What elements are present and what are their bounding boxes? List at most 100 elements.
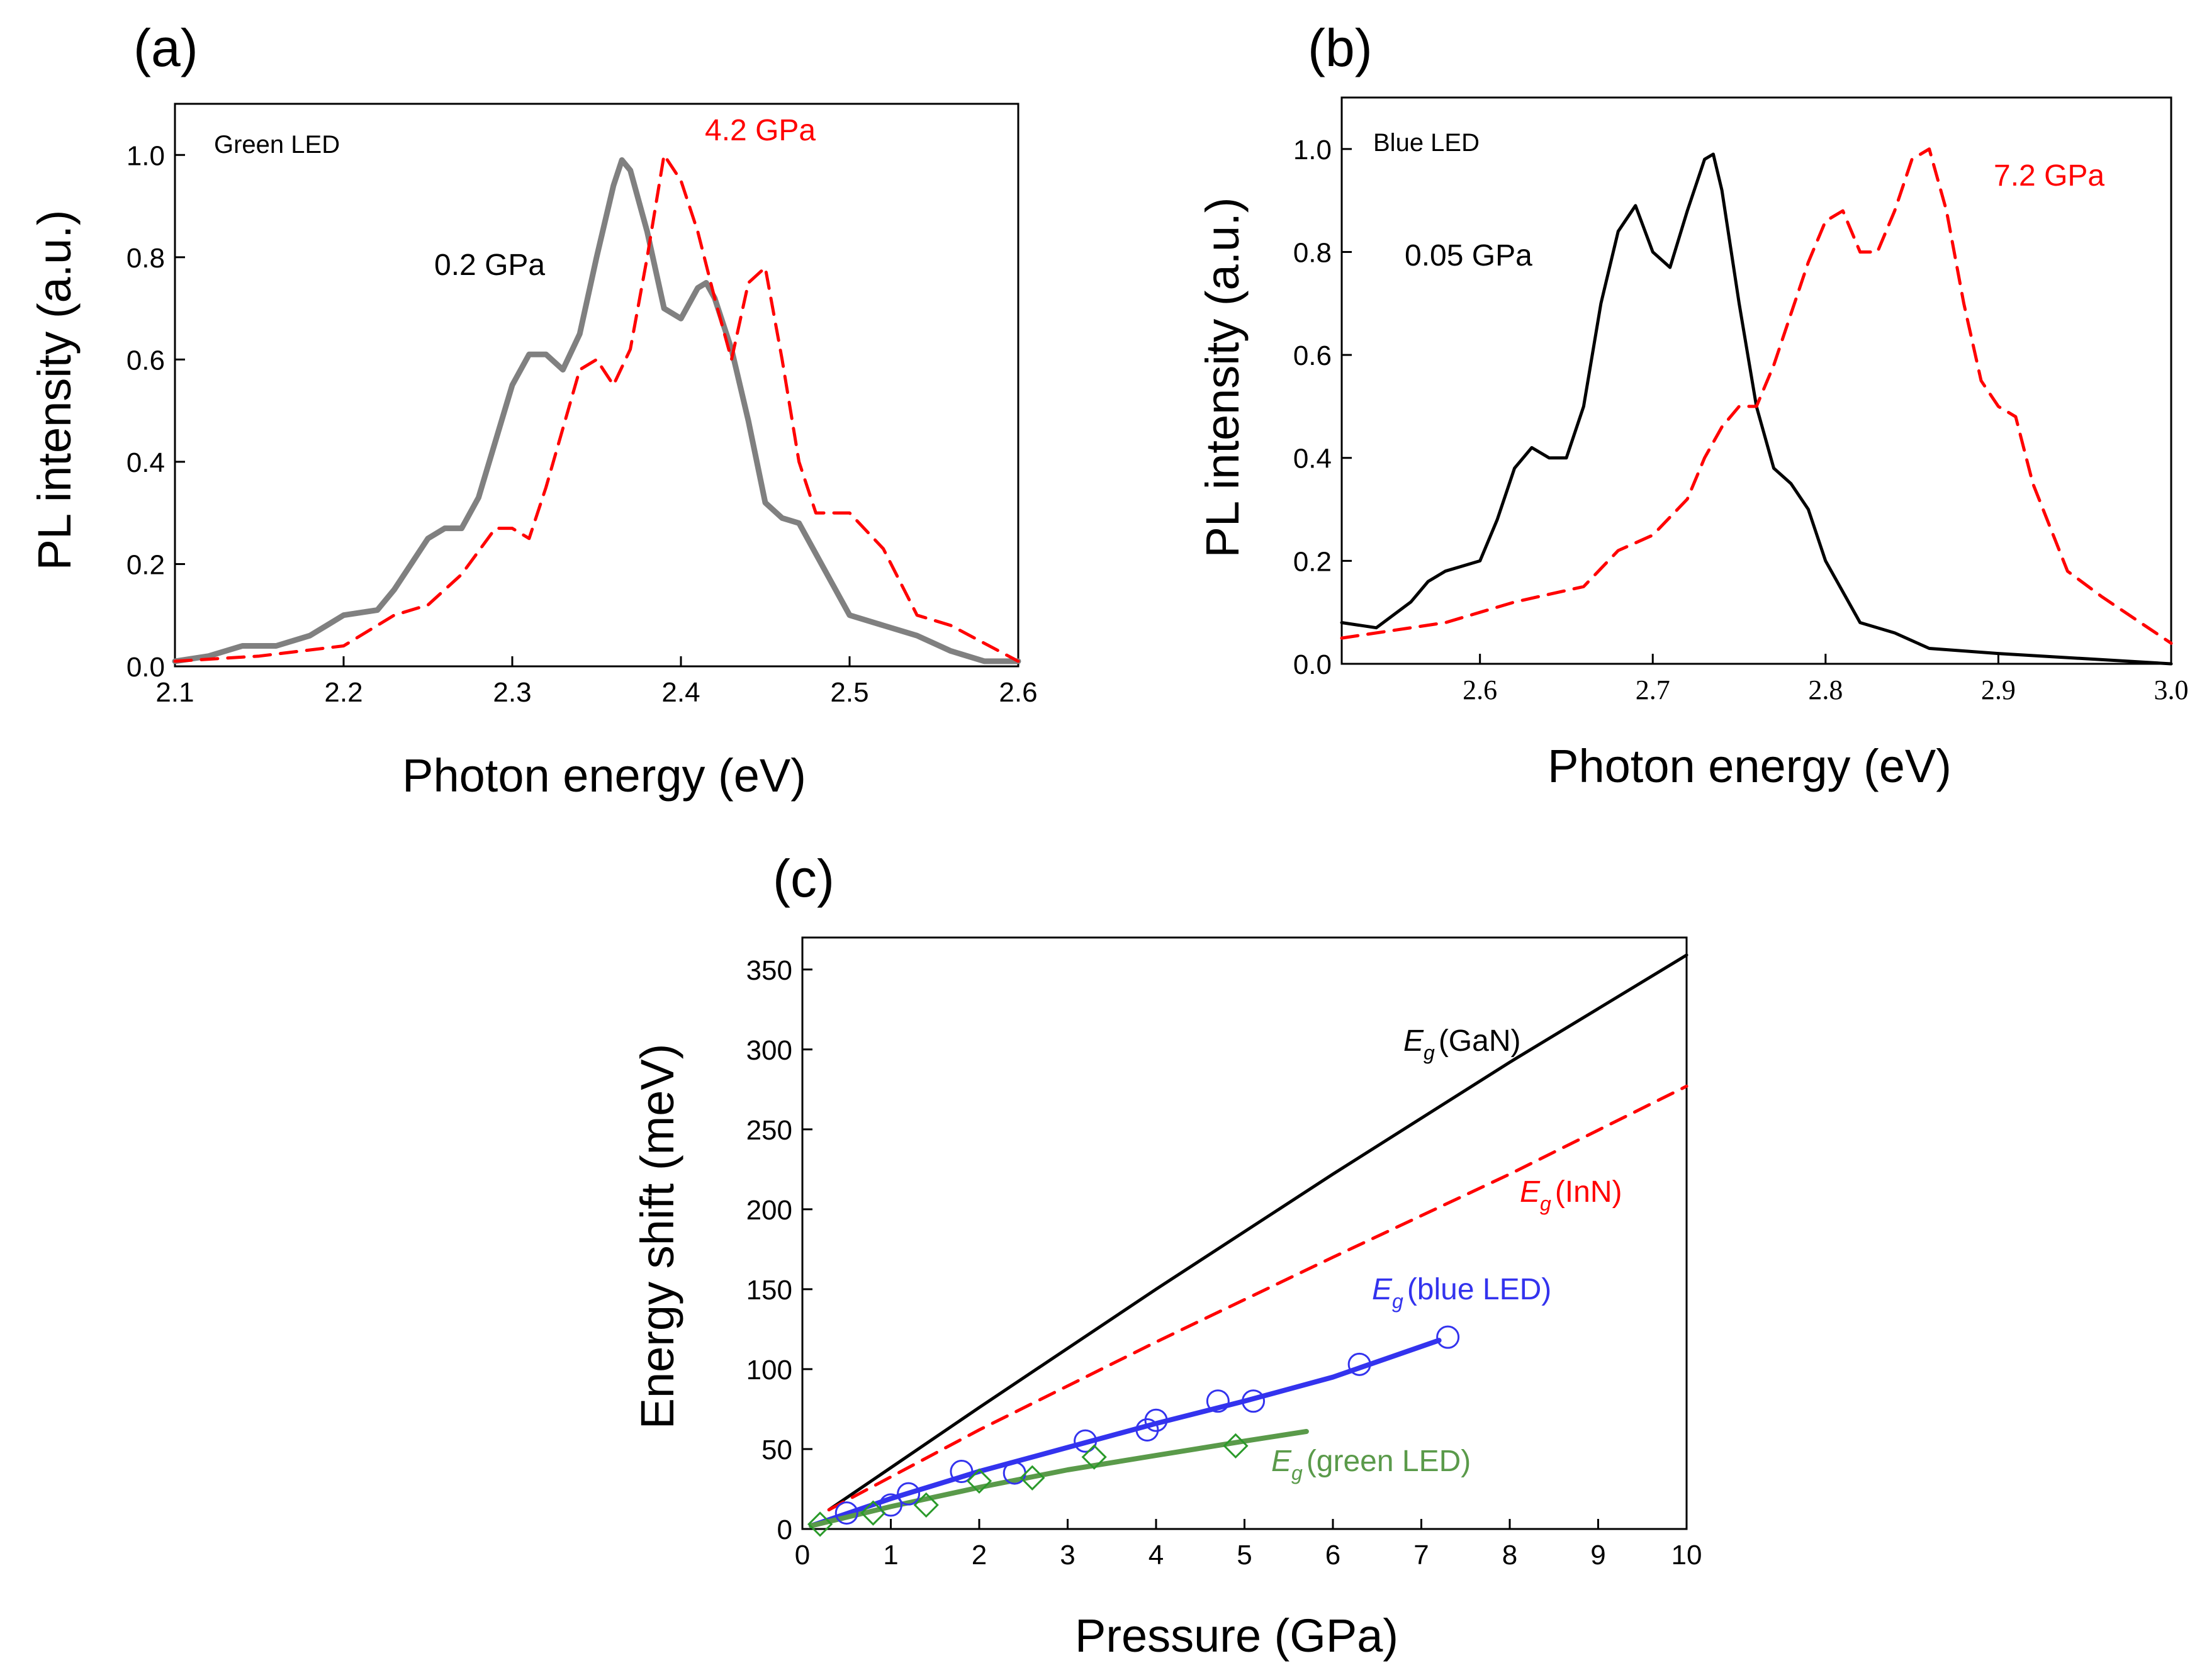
- panel-c-series: [809, 953, 1688, 1528]
- blue-led-data-point: [1347, 1352, 1371, 1376]
- series-line-c-1: [827, 1084, 1688, 1511]
- blue-led-data-point: [950, 1460, 974, 1484]
- series-line-a-0: [172, 157, 1021, 664]
- green-led-data-point: [807, 1511, 833, 1537]
- x-tick-label: 8: [1502, 1540, 1517, 1571]
- y-tick-label: 0.2: [1293, 546, 1332, 577]
- x-tick-label: 2.8: [1808, 675, 1843, 705]
- panel-a-label-4.2gpa: 4.2 GPa: [705, 114, 816, 147]
- panel-b-plot-frame: [1340, 96, 2172, 665]
- green-led-data-point: [1020, 1465, 1045, 1491]
- green-led-data-point: [1223, 1433, 1249, 1459]
- x-tick-label: 4: [1149, 1540, 1164, 1571]
- x-tick-label: 10: [1671, 1540, 1702, 1571]
- x-tick-label: 2.1: [155, 677, 194, 708]
- y-tick-label: 50: [761, 1435, 792, 1465]
- panel-a-series: [172, 153, 1021, 664]
- x-tick-label: 1: [883, 1540, 898, 1571]
- panel-a-label-0.2gpa: 0.2 GPa: [434, 249, 545, 282]
- y-tick-label: 0.8: [1293, 237, 1332, 268]
- x-tick-label: 2.5: [830, 677, 868, 708]
- x-tick-label: 2.6: [1463, 675, 1497, 705]
- series-line-b-0: [1340, 152, 2173, 666]
- panel-c-y-ticks: 0 50 100 150 200 250 300 350: [746, 955, 812, 1545]
- y-tick-label: 0.6: [126, 345, 165, 376]
- panel-b-x-axis-title: Photon energy (eV): [1548, 740, 1952, 792]
- series-line-b-1: [1340, 147, 2173, 645]
- panel-b: (b) Blue LED 0.05 GPa 7.2 GPa Photon ene…: [1196, 18, 2189, 792]
- panel-c-letter: (c): [773, 849, 834, 908]
- panel-b-series: [1340, 147, 2173, 666]
- series-line-c-3: [809, 1429, 1309, 1528]
- x-tick-label: 5: [1237, 1540, 1252, 1571]
- panel-b-label-7.2gpa: 7.2 GPa: [1994, 159, 2104, 193]
- series-line-c-0: [827, 953, 1688, 1511]
- x-tick-label: 7: [1413, 1540, 1429, 1571]
- green-led-data-point: [1081, 1444, 1107, 1470]
- x-tick-label: 2.9: [1981, 675, 2016, 705]
- y-tick-label: 250: [746, 1115, 792, 1146]
- blue-led-data-point: [1074, 1429, 1098, 1453]
- y-tick-label: 0.2: [126, 549, 165, 580]
- blue-led-data-point: [1206, 1389, 1230, 1413]
- panel-c-label-inn: Eg (InN): [1520, 1175, 1622, 1215]
- x-tick-label: 6: [1325, 1540, 1340, 1571]
- panel-b-x-ticks: 2.6 2.7 2.8 2.9 3.0: [1463, 654, 2189, 705]
- y-tick-label: 0: [777, 1515, 792, 1545]
- panel-c-x-ticks: 0 1 2 3 4 5 6 7 8 9 10: [795, 1519, 1702, 1571]
- panel-a-letter: (a): [133, 18, 198, 77]
- y-tick-label: 300: [746, 1035, 792, 1066]
- blue-led-data-point: [879, 1493, 902, 1517]
- x-tick-label: 2.7: [1636, 675, 1670, 705]
- panel-c-label-gan: Eg (GaN): [1403, 1024, 1520, 1064]
- x-tick-label: 2.3: [493, 677, 531, 708]
- panel-b-letter: (b): [1308, 18, 1373, 77]
- x-tick-label: 9: [1590, 1540, 1605, 1571]
- series-line-c-2: [809, 1338, 1442, 1528]
- y-tick-label: 100: [746, 1355, 792, 1386]
- blue-led-data-point: [897, 1482, 921, 1506]
- y-tick-label: 1.0: [1293, 135, 1332, 165]
- y-tick-label: 0.0: [126, 652, 165, 683]
- panel-c-label-blue-led: Eg (blue LED): [1372, 1273, 1551, 1313]
- y-tick-label: 200: [746, 1195, 792, 1226]
- green-led-data-point: [913, 1492, 939, 1518]
- panel-c-points: [807, 1325, 1460, 1537]
- x-tick-label: 2: [972, 1540, 987, 1571]
- panel-a-y-axis-title: PL intensity (a.u.): [28, 210, 81, 570]
- panel-b-y-axis-title: PL intensity (a.u.): [1196, 197, 1249, 557]
- series-line-a-1: [173, 153, 1020, 663]
- x-tick-label: 3.0: [2154, 675, 2189, 705]
- x-tick-label: 0: [795, 1540, 810, 1571]
- green-led-data-point: [966, 1468, 992, 1494]
- y-tick-label: 350: [746, 955, 792, 986]
- blue-led-data-point: [1242, 1389, 1266, 1413]
- panel-c-y-axis-title: Energy shift (meV): [631, 1044, 683, 1430]
- x-tick-label: 3: [1060, 1540, 1075, 1571]
- y-tick-label: 1.0: [126, 140, 165, 171]
- y-tick-label: 0.8: [126, 243, 165, 274]
- panel-a: (a) Green LED 0.2 GPa 4.2 GPa Photon ene…: [28, 18, 1038, 802]
- blue-led-data-point: [1436, 1325, 1460, 1349]
- panel-a-y-ticks: 0.0 0.2 0.4 0.6 0.8 1.0: [126, 140, 185, 683]
- x-tick-label: 2.6: [999, 677, 1037, 708]
- blue-led-data-point: [1144, 1408, 1168, 1432]
- panel-c-x-axis-title: Pressure (GPa): [1075, 1610, 1398, 1662]
- y-tick-label: 150: [746, 1275, 792, 1306]
- green-led-data-point: [860, 1500, 886, 1526]
- x-tick-label: 2.2: [324, 677, 362, 708]
- panel-a-plot-frame: [174, 103, 1020, 668]
- y-tick-label: 0.4: [126, 447, 165, 478]
- blue-led-data-point: [834, 1501, 858, 1525]
- panel-b-label-0.05gpa: 0.05 GPa: [1405, 239, 1532, 272]
- y-tick-label: 0.6: [1293, 340, 1332, 371]
- panel-a-legend-text: Green LED: [214, 131, 340, 159]
- x-tick-label: 2.4: [661, 677, 700, 708]
- panel-b-legend-text: Blue LED: [1373, 129, 1480, 157]
- y-tick-label: 0.4: [1293, 444, 1332, 474]
- panel-a-x-ticks: 2.1 2.2 2.3 2.4 2.5 2.6: [155, 656, 1038, 708]
- panel-c: (c) Pressure (GPa) Energy shift (meV) 0 1…: [631, 849, 1702, 1662]
- panel-b-y-ticks: 0.0 0.2 0.4 0.6 0.8 1.0: [1293, 135, 1352, 680]
- panel-c-label-green-led: Eg (green LED): [1271, 1445, 1471, 1484]
